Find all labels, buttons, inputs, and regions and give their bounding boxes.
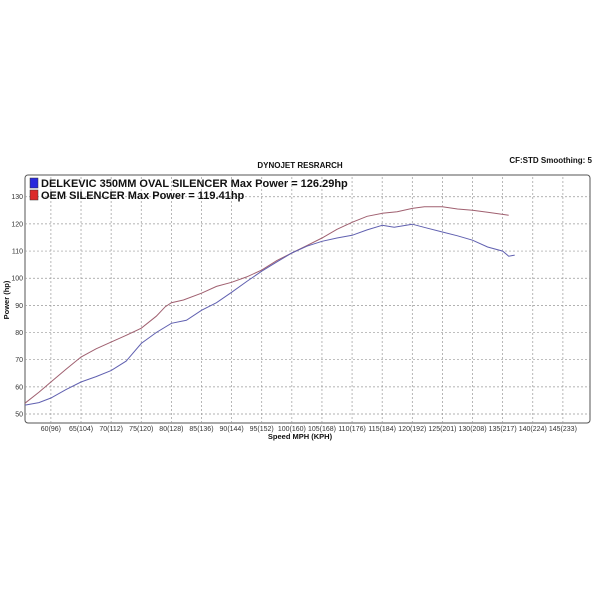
x-tick-label: 85(136)	[189, 426, 213, 433]
legend-label: DELKEVIC 350MM OVAL SILENCER Max Power =…	[41, 178, 348, 190]
x-tick-label: 145(233)	[549, 426, 577, 433]
y-tick-label: 110	[12, 249, 23, 256]
x-tick-label: 80(128)	[159, 426, 183, 433]
y-tick-label: 100	[11, 276, 23, 283]
chart-subtitle: CF:STD Smoothing: 5	[509, 156, 592, 165]
x-tick-label: 105(168)	[308, 426, 336, 433]
x-tick-label: 140(224)	[519, 426, 547, 433]
legend-swatch	[29, 177, 39, 189]
y-tick-label: 90	[15, 303, 23, 310]
x-tick-label: 70(112)	[99, 426, 123, 433]
chart-title: DYNOJET RESRARCH	[257, 161, 343, 170]
x-tick-label: 100(160)	[278, 426, 306, 433]
x-tick-label: 90(144)	[220, 426, 244, 433]
x-tick-label: 65(104)	[69, 426, 93, 433]
series-lines	[24, 206, 515, 406]
x-tick-label: 135(217)	[489, 426, 517, 433]
plot-area	[24, 174, 591, 424]
legend-label: OEM SILENCER Max Power = 119.41hp	[41, 190, 245, 202]
legend-swatch	[29, 189, 39, 201]
y-tick-label: 80	[15, 330, 23, 337]
x-tick-label: 125(201)	[428, 426, 456, 433]
y-axis-label: Power (hp)	[2, 280, 11, 319]
x-tick-label: 75(120)	[129, 426, 153, 433]
x-tick-label: 60(96)	[41, 426, 61, 433]
y-tick-label: 50	[15, 412, 23, 419]
series-line-0	[24, 206, 509, 404]
x-tick-label: 115(184)	[368, 426, 396, 433]
x-tick-label: 95(152)	[250, 426, 274, 433]
series-line-1	[24, 223, 515, 406]
x-axis-label: Speed MPH (KPH)	[268, 432, 333, 441]
x-tick-label: 110(176)	[338, 426, 366, 433]
y-tick-label: 70	[15, 357, 23, 364]
tick-labels: 60(96) 65(104) 70(112) 75(120) 80(128) 85(136…	[11, 194, 577, 433]
x-tick-label: 120(192)	[398, 426, 426, 433]
y-tick-label: 120	[11, 221, 23, 228]
legend: DELKEVIC 350MM OVAL SILENCER Max Power =…	[29, 177, 348, 202]
y-tick-label: 60	[15, 384, 23, 391]
x-tick-label: 130(208)	[459, 426, 487, 433]
y-tick-label: 130	[11, 194, 23, 201]
